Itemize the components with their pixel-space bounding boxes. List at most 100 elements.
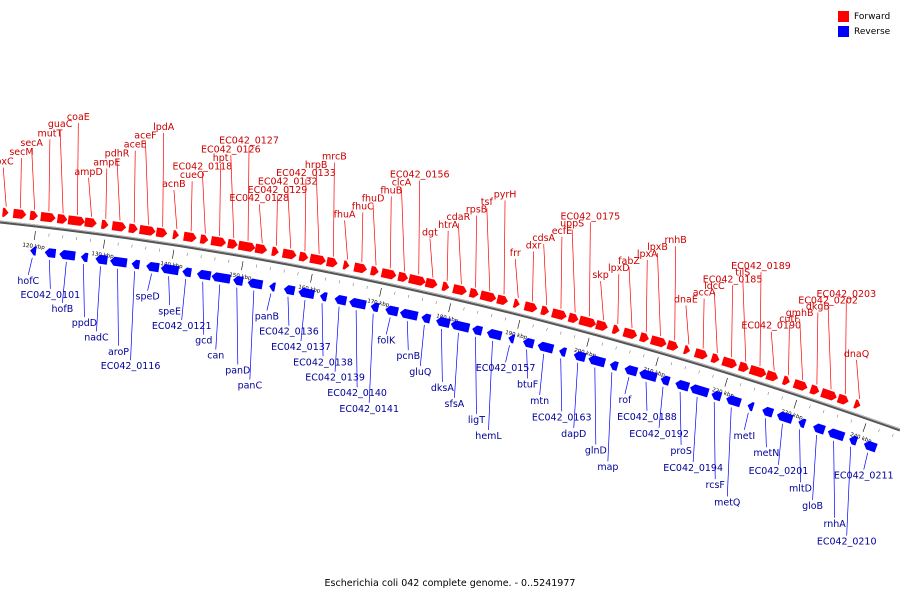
forward-gene[interactable] (408, 274, 427, 286)
reverse-gene[interactable] (507, 333, 516, 344)
forward-gene[interactable] (369, 265, 380, 276)
forward-gene[interactable] (523, 301, 539, 313)
reverse-gene[interactable] (558, 346, 568, 357)
forward-gene[interactable] (468, 287, 480, 299)
forward-gene[interactable] (183, 231, 197, 243)
forward-gene[interactable] (380, 268, 398, 280)
forward-gene[interactable] (56, 214, 68, 224)
forward-gene[interactable] (622, 327, 638, 340)
forward-gene[interactable] (639, 332, 650, 343)
reverse-gene[interactable] (399, 308, 419, 321)
reverse-gene[interactable] (689, 383, 710, 398)
reverse-gene[interactable] (44, 248, 57, 259)
reverse-gene[interactable] (182, 267, 192, 278)
forward-gene[interactable] (353, 262, 368, 274)
forward-gene[interactable] (237, 240, 256, 253)
forward-gene[interactable] (441, 281, 450, 292)
forward-gene[interactable] (100, 219, 109, 230)
forward-gene[interactable] (853, 399, 862, 409)
reverse-gene[interactable] (435, 316, 451, 328)
forward-gene[interactable] (748, 365, 768, 379)
reverse-gene[interactable] (160, 264, 180, 276)
forward-gene[interactable] (227, 238, 238, 250)
reverse-gene[interactable] (450, 319, 471, 333)
forward-gene[interactable] (325, 257, 339, 268)
forward-gene[interactable] (254, 243, 268, 255)
reverse-gene[interactable] (298, 287, 316, 300)
reverse-gene[interactable] (247, 278, 264, 290)
reverse-gene[interactable] (319, 291, 328, 302)
forward-gene[interactable] (737, 361, 750, 374)
reverse-gene[interactable] (348, 297, 367, 310)
forward-gene[interactable] (342, 260, 351, 270)
reverse-gene[interactable] (623, 364, 639, 377)
forward-gene[interactable] (84, 217, 97, 228)
forward-gene[interactable] (578, 315, 597, 329)
reverse-gene[interactable] (826, 427, 846, 442)
forward-gene[interactable] (479, 290, 498, 303)
forward-gene[interactable] (281, 248, 297, 260)
reverse-gene[interactable] (283, 284, 296, 296)
forward-gene[interactable] (649, 335, 668, 348)
reverse-gene[interactable] (573, 350, 587, 363)
reverse-gene[interactable] (746, 401, 755, 412)
reverse-gene[interactable] (674, 379, 691, 392)
reverse-gene[interactable] (537, 341, 555, 354)
reverse-gene[interactable] (587, 354, 607, 368)
reverse-gene[interactable] (384, 305, 400, 317)
forward-gene[interactable] (210, 236, 227, 247)
reverse-gene[interactable] (761, 406, 775, 418)
reverse-gene[interactable] (232, 275, 244, 286)
reverse-gene[interactable] (109, 256, 128, 268)
forward-gene[interactable] (765, 370, 779, 382)
forward-gene[interactable] (111, 221, 127, 232)
reverse-gene[interactable] (95, 254, 108, 265)
forward-gene[interactable] (12, 208, 27, 219)
forward-gene[interactable] (683, 345, 691, 355)
reverse-gene[interactable] (211, 272, 232, 284)
reverse-gene[interactable] (471, 325, 484, 336)
reverse-gene[interactable] (659, 375, 671, 386)
reverse-gene[interactable] (80, 252, 89, 263)
reverse-gene[interactable] (812, 422, 826, 435)
reverse-gene[interactable] (334, 294, 348, 306)
forward-gene[interactable] (820, 388, 838, 402)
reverse-gene[interactable] (268, 282, 276, 292)
reverse-gene[interactable] (486, 328, 503, 341)
forward-gene[interactable] (139, 225, 156, 236)
forward-gene[interactable] (693, 348, 709, 360)
forward-gene[interactable] (710, 353, 720, 364)
reverse-gene[interactable] (725, 394, 742, 408)
forward-gene[interactable] (309, 253, 326, 266)
forward-gene[interactable] (595, 320, 609, 332)
forward-gene[interactable] (721, 356, 738, 370)
forward-gene[interactable] (40, 212, 56, 223)
reverse-gene[interactable] (370, 302, 380, 313)
forward-gene[interactable] (2, 207, 9, 218)
forward-gene[interactable] (540, 305, 550, 317)
forward-gene[interactable] (172, 230, 179, 240)
reverse-gene[interactable] (196, 269, 212, 281)
forward-gene[interactable] (551, 308, 568, 320)
reverse-gene[interactable] (797, 417, 807, 429)
forward-gene[interactable] (512, 298, 521, 309)
forward-gene[interactable] (452, 284, 468, 296)
reverse-gene[interactable] (146, 261, 160, 273)
forward-gene[interactable] (67, 215, 86, 226)
forward-gene[interactable] (128, 223, 138, 234)
reverse-gene[interactable] (609, 360, 619, 371)
forward-gene[interactable] (809, 384, 820, 396)
reverse-gene[interactable] (710, 390, 723, 402)
forward-gene[interactable] (792, 379, 809, 392)
reverse-gene[interactable] (848, 434, 859, 446)
reverse-gene[interactable] (131, 259, 141, 270)
forward-gene[interactable] (666, 340, 679, 352)
forward-gene[interactable] (611, 324, 621, 336)
reverse-gene[interactable] (30, 246, 37, 256)
reverse-gene[interactable] (862, 440, 878, 453)
reverse-gene[interactable] (776, 410, 794, 424)
forward-gene[interactable] (781, 375, 791, 387)
forward-gene[interactable] (298, 251, 310, 263)
reverse-gene[interactable] (59, 250, 76, 261)
reverse-gene[interactable] (522, 337, 535, 349)
